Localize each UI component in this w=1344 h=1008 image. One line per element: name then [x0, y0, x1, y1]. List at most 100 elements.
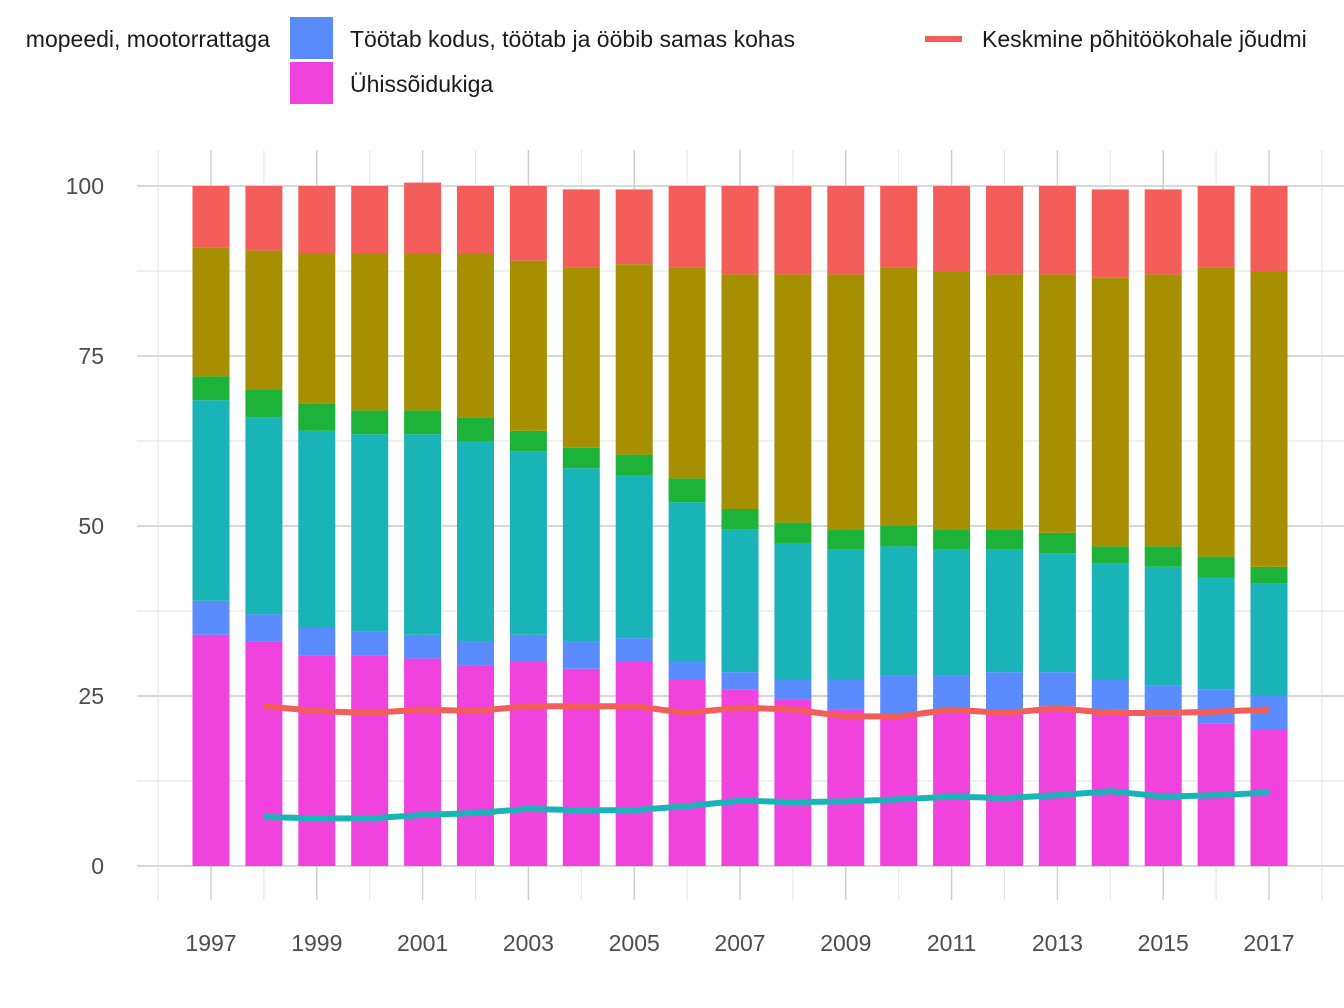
x-tick-label: 2005 — [609, 930, 660, 956]
bar-segment-1999-s1 — [298, 628, 336, 656]
bar-segment-2007-s5 — [721, 186, 759, 275]
bar-segment-2009-s3 — [827, 529, 865, 550]
bar-segment-2000-s3 — [351, 410, 389, 435]
bar-segment-2016-s4 — [1197, 267, 1235, 557]
bar-segment-2000-s0 — [351, 655, 389, 866]
bar-segment-2006-s2 — [668, 502, 706, 662]
x-tick-label: 2009 — [820, 930, 871, 956]
y-tick-label: 100 — [66, 173, 104, 199]
bar-segment-2008-s4 — [774, 274, 812, 523]
bar-segment-1998-s5 — [245, 186, 283, 251]
bar-segment-2001-s0 — [404, 658, 442, 866]
bar-segment-2005-s3 — [615, 454, 653, 475]
bar-segment-2003-s0 — [509, 662, 547, 866]
bar-segment-1999-s0 — [298, 655, 336, 866]
bar-segment-2000-s5 — [351, 186, 389, 254]
bar-segment-1999-s4 — [298, 254, 336, 404]
bar-segment-2017-s5 — [1250, 186, 1288, 271]
bar-segment-1998-s4 — [245, 250, 283, 390]
bar-segment-2006-s0 — [668, 679, 706, 866]
x-tick-label: 2011 — [927, 930, 976, 956]
y-tick-label: 0 — [91, 853, 104, 879]
bar-segment-2011-s3 — [933, 529, 971, 550]
x-tick-label: 1997 — [185, 930, 236, 956]
bar-segment-1997-s3 — [192, 376, 230, 401]
bar-segment-2013-s4 — [1038, 274, 1076, 533]
bar-segment-2014-s3 — [1091, 546, 1129, 564]
bar-segment-2007-s2 — [721, 529, 759, 673]
bar-segment-2005-s5 — [615, 189, 653, 265]
bar-segment-1998-s2 — [245, 417, 283, 615]
y-tick-label: 75 — [78, 343, 104, 369]
bar-segment-2001-s3 — [404, 410, 442, 435]
bar-segment-1999-s2 — [298, 430, 336, 628]
bar-segment-2013-s0 — [1038, 706, 1076, 866]
bar-segment-2015-s5 — [1144, 189, 1182, 275]
legend-key-public-transport — [290, 62, 333, 104]
bar-segment-2000-s4 — [351, 254, 389, 411]
bar-segment-2005-s4 — [615, 264, 653, 455]
bar-segment-2004-s4 — [562, 267, 600, 448]
bar-segment-2012-s5 — [986, 186, 1023, 275]
bar-segment-2010-s5 — [880, 186, 918, 268]
bar-segment-2010-s0 — [880, 713, 918, 866]
bar-segment-2009-s1 — [827, 679, 865, 710]
series-lines — [263, 703, 1270, 822]
bar-segment-2016-s2 — [1197, 577, 1235, 690]
bar-segment-2016-s5 — [1197, 186, 1235, 268]
legend-label-home: Töötab kodus, töötab ja ööbib samas koha… — [350, 26, 795, 52]
x-tick-label: 2001 — [397, 930, 448, 956]
bars — [192, 182, 1288, 866]
x-axis-tick-labels: 1997 1999 2001 2003 2005 2007 2009 2011 2013 2015… — [185, 930, 1294, 956]
bar-segment-2003-s4 — [509, 260, 547, 431]
bar-segment-2001-s4 — [404, 254, 442, 411]
bar-segment-1999-s3 — [298, 403, 336, 431]
bar-segment-2007-s0 — [721, 689, 759, 866]
bar-segment-2004-s1 — [562, 641, 600, 669]
bar-segment-2015-s2 — [1144, 566, 1182, 686]
bar-segment-2007-s4 — [721, 274, 759, 509]
bar-segment-2005-s1 — [615, 638, 653, 662]
bar-segment-2008-s1 — [774, 679, 812, 700]
x-tick-label: 2007 — [714, 930, 765, 956]
bar-segment-2012-s0 — [986, 713, 1023, 866]
bar-segment-2003-s2 — [509, 451, 547, 635]
bar-segment-2013-s3 — [1038, 532, 1076, 554]
bar-segment-2008-s2 — [774, 543, 812, 679]
bar-segment-2010-s2 — [880, 546, 918, 676]
bar-segment-2004-s5 — [562, 189, 600, 268]
bar-segment-1998-s0 — [245, 641, 283, 866]
bar-segment-1998-s1 — [245, 614, 283, 642]
bar-segment-2003-s3 — [509, 430, 547, 452]
bar-segment-1997-s0 — [192, 634, 230, 866]
series-line-0 — [263, 703, 1270, 720]
bar-segment-2017-s0 — [1250, 730, 1288, 866]
bar-segment-2006-s3 — [668, 478, 706, 503]
bar-segment-2006-s4 — [668, 267, 706, 479]
x-tick-label: 2003 — [503, 930, 554, 956]
bar-segment-2014-s4 — [1091, 277, 1129, 547]
bar-segment-2014-s1 — [1091, 679, 1129, 710]
series-line-1 — [263, 788, 1270, 822]
bar-segment-2002-s5 — [457, 186, 494, 254]
bar-segment-2016-s3 — [1197, 556, 1235, 577]
bar-segment-2009-s2 — [827, 549, 865, 679]
bar-segment-2010-s3 — [880, 526, 918, 547]
legend-label-moped: mopeedi, mootorrattaga — [26, 26, 270, 52]
bar-segment-2011-s0 — [933, 713, 971, 866]
bar-segment-2010-s1 — [880, 675, 918, 713]
bar-segment-2013-s1 — [1038, 672, 1076, 707]
bar-segment-2012-s3 — [986, 529, 1023, 550]
bar-segment-2000-s2 — [351, 434, 389, 632]
bar-segment-2006-s5 — [668, 186, 706, 268]
bar-segment-2011-s2 — [933, 549, 971, 676]
bar-segment-2015-s3 — [1144, 546, 1182, 567]
legend: mopeedi, mootorrattaga Töötab kodus, töö… — [26, 17, 1307, 104]
legend-label-average: Keskmine põhitöökohale jõudmi — [982, 26, 1307, 52]
bar-segment-2007-s1 — [721, 672, 759, 690]
bar-segment-2002-s2 — [457, 441, 494, 642]
bar-segment-2016-s1 — [1197, 689, 1235, 724]
bar-segment-2017-s2 — [1250, 583, 1288, 696]
bar-segment-2014-s0 — [1091, 709, 1129, 866]
bar-segment-2007-s3 — [721, 509, 759, 530]
